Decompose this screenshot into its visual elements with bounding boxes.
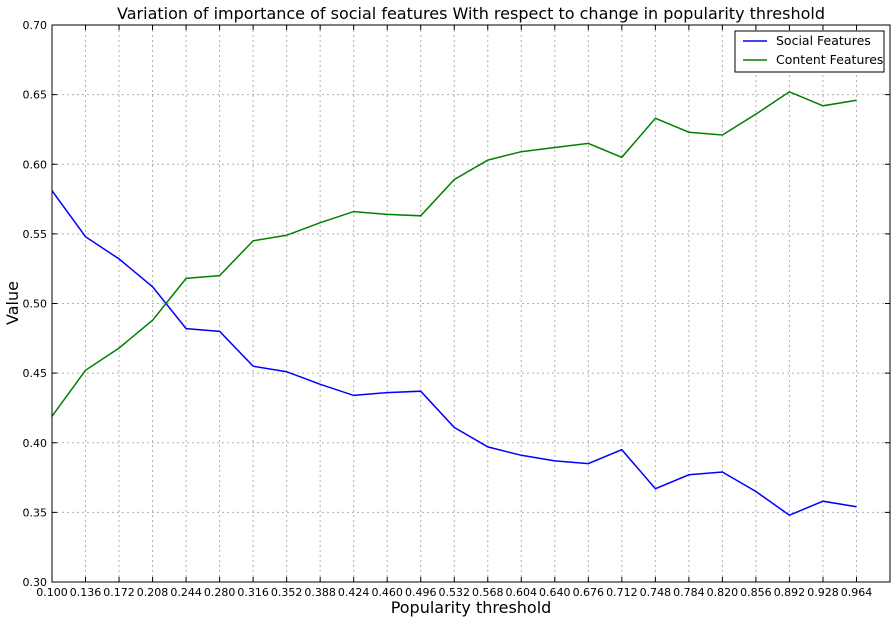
chart-title: Variation of importance of social featur…: [117, 4, 825, 23]
x-tick-label: 0.640: [539, 586, 571, 599]
x-tick-label: 0.604: [506, 586, 538, 599]
x-tick-label: 0.928: [807, 586, 839, 599]
x-tick-label: 0.136: [70, 586, 102, 599]
y-tick-label: 0.35: [23, 506, 48, 519]
x-tick-label: 0.244: [170, 586, 202, 599]
y-tick-label: 0.70: [23, 19, 48, 32]
y-tick-label: 0.45: [23, 367, 48, 380]
legend-label: Content Features: [776, 52, 883, 67]
x-axis-tick-labels: 0.100 0.136 0.172 0.208 0.244 0.280 0.316 0.352…: [36, 586, 872, 599]
x-tick-label: 0.172: [103, 586, 135, 599]
x-tick-label: 0.784: [673, 586, 705, 599]
y-tick-label: 0.40: [23, 437, 48, 450]
x-tick-label: 0.496: [405, 586, 437, 599]
series-line-content-features: [51, 90, 857, 417]
x-tick-label: 0.712: [606, 586, 638, 599]
x-tick-label: 0.748: [640, 586, 672, 599]
y-axis-tick-labels: 0.30 0.35 0.40 0.45 0.50 0.55 0.60 0.65 0.70: [23, 19, 48, 589]
legend-label: Social Features: [776, 33, 871, 48]
y-axis-label: Value: [3, 281, 22, 325]
y-tick-label: 0.30: [23, 576, 48, 589]
x-tick-label: 0.676: [573, 586, 605, 599]
y-tick-label: 0.55: [23, 228, 48, 241]
x-tick-label: 0.316: [237, 586, 269, 599]
x-tick-label: 0.208: [137, 586, 169, 599]
y-tick-label: 0.60: [23, 158, 48, 171]
x-tick-label: 0.820: [707, 586, 739, 599]
x-tick-label: 0.964: [841, 586, 873, 599]
x-tick-label: 0.460: [371, 586, 403, 599]
x-tick-label: 0.568: [472, 586, 504, 599]
x-tick-label: 0.532: [438, 586, 470, 599]
series-line-social-features: [51, 190, 857, 517]
series-lines: [51, 90, 857, 517]
legend: Social Features Content Features: [734, 30, 885, 73]
legend-box: [734, 30, 885, 73]
y-tick-label: 0.65: [23, 89, 48, 102]
x-tick-label: 0.388: [304, 586, 336, 599]
x-tick-label: 0.856: [740, 586, 772, 599]
x-tick-label: 0.892: [774, 586, 806, 599]
axis-ticks: [51, 24, 890, 583]
x-tick-label: 0.280: [204, 586, 236, 599]
x-tick-label: 0.424: [338, 586, 370, 599]
x-tick-label: 0.100: [36, 586, 68, 599]
x-axis-label: Popularity threshold: [391, 598, 552, 617]
y-tick-label: 0.50: [23, 298, 48, 311]
x-tick-label: 0.352: [271, 586, 303, 599]
